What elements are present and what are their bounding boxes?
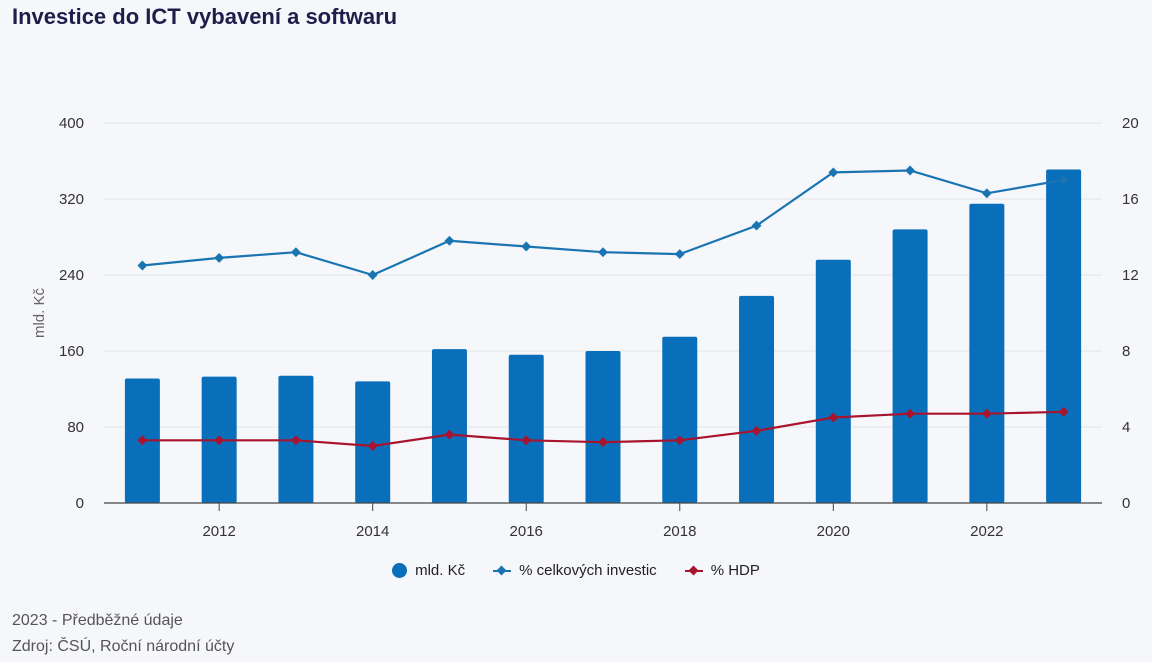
x-tick-label: 2018 [663,523,696,540]
data-point [521,241,532,252]
y-tick-label-right: 0 [1122,495,1130,512]
y-tick-label-left: 240 [59,267,84,284]
y-tick-label-left: 0 [76,495,84,512]
bar [431,349,467,503]
legend-item-mld-kc[interactable]: mld. Kč [392,562,465,579]
x-tick-label: 2016 [510,523,543,540]
data-point [444,235,455,246]
x-tick-label: 2020 [817,523,850,540]
data-point [444,429,455,440]
data-point [981,188,992,199]
chart-title: Investice do ICT vybavení a softwaru [12,4,398,29]
data-point [674,435,685,446]
y-tick-label-right: 8 [1122,343,1130,360]
bar [892,229,928,503]
chart-legend: mld. Kč % celkových investic % HDP [0,562,1152,579]
data-point [367,441,378,451]
y-tick-label-left: 320 [59,191,84,208]
data-point [751,425,762,436]
data-point [828,167,839,178]
bar [969,203,1005,503]
x-tick-label: 2022 [970,523,1003,540]
line-series [137,165,1069,451]
y-tick-label-left: 400 [59,115,84,132]
bar [662,336,698,503]
y-tick-label-right: 16 [1122,191,1139,208]
data-point [598,247,608,258]
data-point [828,412,839,423]
data-point [290,247,301,258]
bar [585,351,621,503]
bar [1046,169,1082,504]
data-point [1058,406,1069,417]
bar-series [124,169,1082,504]
y-axis-title: mld. Kč [31,287,48,338]
legend-marker-line-blue [493,569,512,572]
legend-item-pct-investic[interactable]: % celkových investic [493,562,657,579]
chart-area: 0 0 80 4 160 8 240 12 320 16 400 20 mld. Kč 2012 2014 2… [31,115,1139,540]
data-point [1058,175,1069,185]
legend-label: % HDP [710,562,760,579]
bar [815,259,851,503]
legend-marker-line-red [684,569,703,572]
data-point [137,260,148,271]
footnote-source: Zdroj: ČSÚ, Roční národní účty [12,638,235,655]
x-tick-label: 2014 [356,523,389,540]
y-tick-label-left: 80 [67,419,84,436]
legend-label: mld. Kč [415,562,466,579]
data-point [290,435,301,446]
data-point [214,435,225,446]
y-tick-label-right: 4 [1122,419,1130,436]
data-point [751,220,762,231]
y-tick-label-right: 20 [1122,115,1139,132]
bar [739,295,775,503]
axes: 0 0 80 4 160 8 240 12 320 16 400 20 mld. Kč 2012 2014 2… [31,115,1139,540]
data-point [981,408,992,419]
data-point [214,252,225,263]
data-point [367,270,378,280]
data-point [521,435,532,446]
data-point [137,435,148,446]
footnote-preliminary: 2023 - Předběžné údaje [12,612,183,629]
bar [508,354,544,503]
y-tick-label-left: 160 [59,343,84,360]
data-point [674,249,685,260]
x-tick-label: 2012 [202,523,235,540]
data-point [905,165,916,176]
legend-label: % celkových investic [519,562,657,579]
data-point [905,408,916,419]
legend-item-pct-hdp[interactable]: % HDP [684,562,760,579]
data-point [598,437,608,448]
y-tick-label-right: 12 [1122,267,1139,284]
legend-marker-bar [392,563,408,578]
